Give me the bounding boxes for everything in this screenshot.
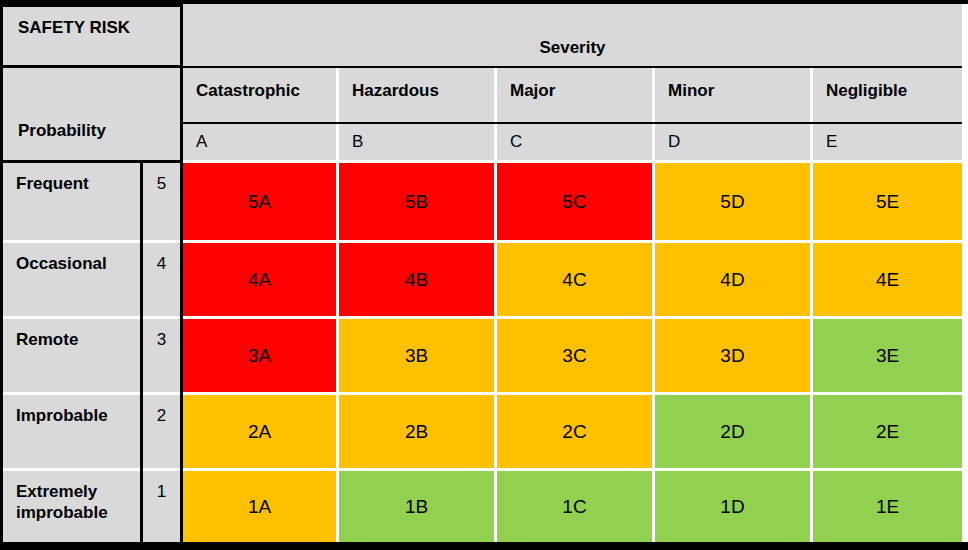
probability-row-level-4: 4 (143, 243, 180, 316)
probability-row-level-3: 3 (143, 319, 180, 392)
probability-row-level-5: 5 (143, 163, 180, 240)
severity-col-header-hazardous: Hazardous (339, 68, 494, 122)
divider-under-probability (0, 160, 183, 163)
risk-cell-3e: 3E (813, 319, 962, 392)
severity-col-code-e: E (813, 124, 962, 160)
severity-col-code-a: A (183, 124, 336, 160)
divider-labels-matrix (180, 4, 183, 542)
risk-cell-1e: 1E (813, 471, 962, 542)
severity-col-header-minor: Minor (655, 68, 810, 122)
risk-cell-5e: 5E (813, 163, 962, 240)
risk-cell-1a: 1A (183, 471, 336, 542)
divider-under-categories (183, 122, 962, 124)
severity-col-code-b: B (339, 124, 494, 160)
probability-row-label-extremely-improbable: Extremely improbable (3, 471, 140, 542)
bottom-border (0, 542, 968, 550)
probability-row-level-1: 1 (143, 471, 180, 542)
severity-col-header-major: Major (497, 68, 652, 122)
risk-cell-1d: 1D (655, 471, 810, 542)
probability-row-level-2: 2 (143, 395, 180, 468)
risk-cell-5a: 5A (183, 163, 336, 240)
severity-col-header-catastrophic: Catastrophic (183, 68, 336, 122)
risk-cell-2a: 2A (183, 395, 336, 468)
risk-cell-5b: 5B (339, 163, 494, 240)
safety-risk-matrix: SAFETY RISK Severity Probability Catastr… (0, 0, 968, 550)
risk-cell-3a: 3A (183, 319, 336, 392)
matrix-title: SAFETY RISK (3, 7, 180, 65)
divider-under-title (0, 65, 183, 68)
severity-col-code-c: C (497, 124, 652, 160)
severity-col-code-d: D (655, 124, 810, 160)
risk-cell-4c: 4C (497, 243, 652, 316)
probability-row-label-frequent: Frequent (3, 163, 140, 240)
risk-cell-2e: 2E (813, 395, 962, 468)
risk-cell-4b: 4B (339, 243, 494, 316)
risk-cell-5c: 5C (497, 163, 652, 240)
risk-cell-3c: 3C (497, 319, 652, 392)
risk-cell-5d: 5D (655, 163, 810, 240)
risk-cell-3d: 3D (655, 319, 810, 392)
risk-cell-4a: 4A (183, 243, 336, 316)
top-border-thick (0, 0, 183, 7)
risk-cell-2d: 2D (655, 395, 810, 468)
risk-cell-3b: 3B (339, 319, 494, 392)
divider-label-level (140, 163, 143, 542)
severity-col-header-negligible: Negligible (813, 68, 962, 122)
probability-row-label-occasional: Occasional (3, 243, 140, 316)
divider-under-severity (183, 66, 962, 68)
probability-axis-header: Probability (3, 68, 180, 160)
risk-cell-1b: 1B (339, 471, 494, 542)
risk-cell-1c: 1C (497, 471, 652, 542)
probability-row-label-remote: Remote (3, 319, 140, 392)
probability-row-label-improbable: Improbable (3, 395, 140, 468)
risk-cell-2c: 2C (497, 395, 652, 468)
risk-cell-2b: 2B (339, 395, 494, 468)
severity-axis-header: Severity (183, 4, 962, 66)
risk-cell-4e: 4E (813, 243, 962, 316)
risk-cell-4d: 4D (655, 243, 810, 316)
